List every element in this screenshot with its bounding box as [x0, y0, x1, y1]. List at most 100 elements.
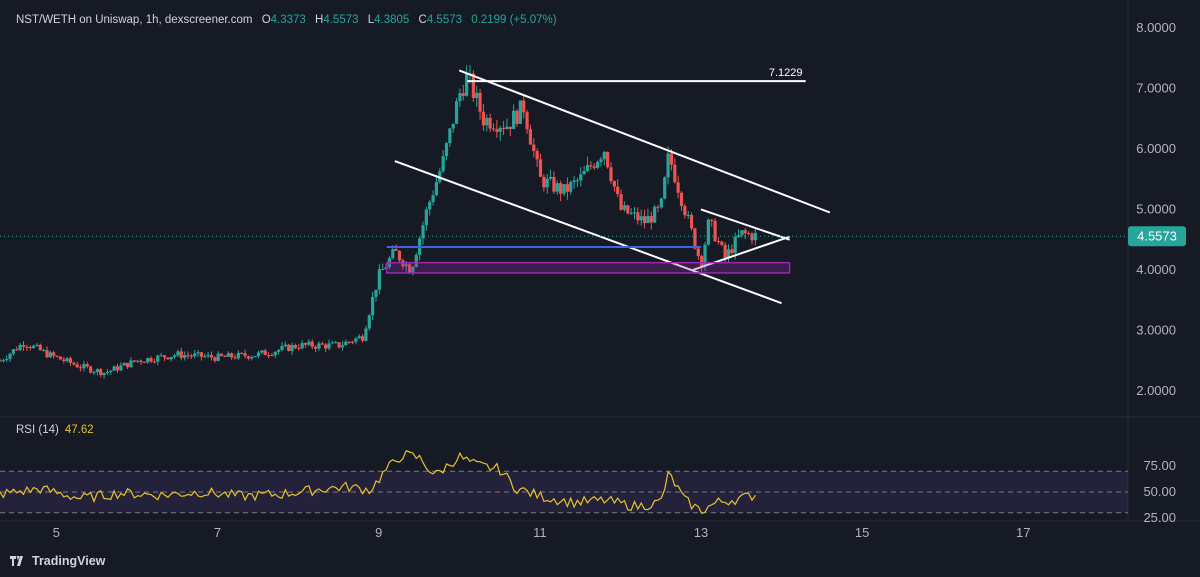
- candle-body: [632, 212, 637, 214]
- candle-body: [391, 249, 395, 259]
- candle-body: [639, 216, 643, 221]
- candle-body: [367, 315, 371, 329]
- candle-body: [371, 296, 375, 316]
- candle-body: [552, 176, 556, 192]
- candle-body: [733, 236, 737, 254]
- rsi-legend: RSI (14) 47.62: [16, 424, 94, 436]
- resistance-level-label: 7.1229: [769, 67, 803, 79]
- candle-body: [256, 352, 261, 357]
- trendline[interactable]: [700, 208, 790, 241]
- candle-body: [444, 143, 449, 157]
- candle-body: [753, 232, 757, 241]
- candle-body: [488, 117, 492, 129]
- candle-body: [209, 354, 214, 358]
- trendline[interactable]: [394, 160, 782, 305]
- trendline[interactable]: [458, 69, 831, 214]
- candle-body: [475, 92, 479, 99]
- candle-body: [686, 214, 690, 216]
- candle-body: [8, 353, 12, 359]
- candle-body: [203, 356, 207, 358]
- candle-body: [293, 344, 298, 348]
- price-axis-tick-label: 8.0000: [1136, 20, 1176, 35]
- candle-body: [52, 352, 56, 356]
- candle-body: [297, 347, 301, 349]
- candle-body: [159, 355, 163, 357]
- candle-body: [441, 156, 445, 172]
- candle-body: [434, 181, 439, 196]
- high-label: H: [315, 14, 324, 26]
- candle-body: [616, 186, 620, 195]
- candle-body: [230, 353, 234, 358]
- candle-body: [166, 357, 170, 360]
- candle-body: [532, 144, 536, 151]
- candle-body: [609, 167, 613, 182]
- candle-body: [78, 367, 83, 369]
- candle-body: [629, 212, 633, 214]
- candle-body: [683, 205, 687, 216]
- candle-body: [15, 349, 19, 351]
- candle-body: [324, 344, 328, 349]
- candle-body: [414, 254, 418, 267]
- candle-body: [65, 358, 69, 362]
- candle-body: [287, 344, 291, 351]
- tradingview-brand[interactable]: TradingView: [10, 554, 105, 568]
- price-axis-tick-label: 4.0000: [1136, 262, 1176, 277]
- candle-body: [219, 353, 224, 356]
- candle-body: [579, 174, 583, 181]
- candle-body: [38, 344, 42, 351]
- candle-body: [501, 127, 506, 129]
- candle-body: [619, 194, 623, 210]
- candle-body: [575, 180, 580, 182]
- rsi-value: 47.62: [64, 424, 94, 436]
- candle-body: [602, 151, 606, 160]
- candle-body: [743, 230, 747, 234]
- candle-body: [653, 206, 657, 223]
- candle-body: [347, 341, 351, 343]
- candle-body: [35, 344, 39, 346]
- time-axis-tick-label: 13: [694, 525, 708, 540]
- demand-zone[interactable]: [385, 261, 791, 274]
- candle-body: [246, 356, 251, 359]
- candle-body: [193, 353, 197, 357]
- candle-body: [663, 177, 667, 199]
- candle-body: [28, 346, 32, 349]
- trendline[interactable]: [692, 235, 790, 271]
- candle-body: [99, 369, 103, 376]
- candle-body: [696, 248, 700, 257]
- candle-body: [703, 244, 707, 267]
- candle-body: [572, 180, 576, 183]
- candle-body: [528, 129, 533, 145]
- candle-body: [320, 343, 324, 345]
- candle-body: [646, 216, 650, 224]
- candle-body: [146, 358, 150, 363]
- change-value: 0.2199 (+5.07%): [471, 14, 557, 26]
- candle-body: [55, 355, 59, 357]
- candle-body: [706, 219, 710, 245]
- candle-body: [451, 123, 455, 129]
- candle-body: [710, 219, 714, 221]
- candle-body: [525, 112, 529, 130]
- candle-body: [273, 351, 277, 356]
- time-axis-tick-label: 11: [533, 525, 547, 540]
- candle-body: [689, 214, 694, 229]
- candle-body: [75, 364, 79, 368]
- candle-body: [656, 206, 660, 208]
- candle-body: [72, 362, 76, 365]
- candle-body: [481, 111, 486, 126]
- last-price-tag-label: 4.5573: [1137, 229, 1177, 244]
- candle-body: [461, 93, 465, 96]
- candle-body: [102, 372, 106, 376]
- candle-body: [183, 355, 187, 358]
- candle-body: [354, 338, 358, 342]
- time-axis-tick-label: 15: [855, 525, 869, 540]
- candle-body: [303, 343, 308, 345]
- candle-body: [458, 93, 462, 102]
- candle-body: [337, 342, 341, 348]
- candle-body: [454, 101, 459, 124]
- candle-body: [156, 355, 160, 362]
- candle-body: [471, 73, 475, 99]
- candle-body: [179, 351, 183, 358]
- rsi-axis-tick-label: 50.00: [1143, 484, 1176, 499]
- candle-body: [48, 352, 52, 358]
